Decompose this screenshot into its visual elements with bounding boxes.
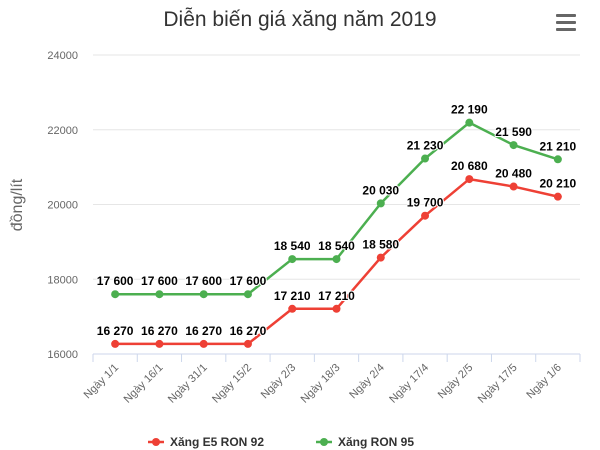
chart-title: Diễn biến giá xăng năm 2019 (163, 8, 436, 31)
data-label: 17 210 (274, 289, 311, 303)
y-tick-label: 24000 (47, 50, 78, 62)
data-label: 20 480 (495, 167, 532, 181)
data-point[interactable] (332, 304, 341, 313)
hamburger-menu-icon (556, 14, 576, 31)
data-label: 18 540 (274, 239, 311, 253)
data-point[interactable] (243, 339, 252, 348)
data-point[interactable] (553, 155, 562, 164)
data-point[interactable] (376, 199, 385, 208)
y-tick-label: 20000 (47, 200, 78, 212)
data-label: 20 680 (451, 159, 488, 173)
data-point[interactable] (465, 175, 474, 184)
data-point[interactable] (199, 290, 208, 299)
data-point[interactable] (111, 339, 120, 348)
data-point[interactable] (199, 339, 208, 348)
x-tick-label: Ngày 18/3 (299, 362, 343, 406)
data-point[interactable] (509, 182, 518, 191)
data-point[interactable] (288, 255, 297, 264)
legend-label: Xăng E5 RON 92 (170, 435, 264, 449)
data-point[interactable] (421, 154, 430, 163)
series-line (115, 121, 559, 296)
data-label: 17 600 (185, 274, 222, 288)
data-point[interactable] (376, 253, 385, 262)
data-label: 17 600 (141, 274, 178, 288)
data-label: 16 270 (97, 324, 134, 338)
x-tick-label: Ngày 1/1 (82, 362, 122, 402)
data-label: 20 210 (540, 177, 577, 191)
x-tick-label: Ngày 2/4 (347, 362, 387, 402)
y-axis-label: đồng/lít (9, 178, 26, 231)
export-menu-button[interactable] (553, 12, 579, 34)
y-tick-label: 22000 (47, 125, 78, 137)
x-tick-label: Ngày 15/2 (210, 362, 254, 406)
data-point[interactable] (288, 304, 297, 313)
data-label: 21 230 (407, 139, 444, 153)
x-tick-label: Ngày 2/5 (436, 362, 476, 402)
legend-item[interactable]: Xăng E5 RON 92 (148, 435, 264, 449)
x-axis: Ngày 1/1 Ngày 16/1 Ngày 31/1 Ngày 15/2 Ngày … (82, 353, 581, 406)
data-label: 21 590 (495, 125, 532, 139)
data-labels: 16 270 16 270 16 270 16 270 17 210 17 210 18 5… (96, 102, 578, 339)
x-tick-label: Ngày 16/1 (122, 362, 166, 406)
data-point[interactable] (553, 192, 562, 201)
data-label: 17 210 (318, 289, 355, 303)
data-label: 20 030 (362, 183, 399, 197)
y-axis-ticks: 16000 18000 20000 22000 24000 (47, 50, 78, 361)
data-point[interactable] (111, 290, 120, 299)
x-tick-label: Ngày 17/4 (387, 362, 431, 406)
data-point[interactable] (155, 339, 164, 348)
data-label: 16 270 (185, 324, 222, 338)
y-tick-label: 18000 (47, 274, 78, 286)
data-label: 17 600 (97, 274, 134, 288)
data-label: 17 600 (230, 274, 267, 288)
data-point[interactable] (243, 290, 252, 299)
legend-item[interactable]: Xăng RON 95 (316, 435, 414, 449)
series (111, 118, 562, 348)
data-point[interactable] (155, 290, 164, 299)
data-label: 19 700 (407, 196, 444, 210)
data-label: 22 190 (451, 103, 488, 117)
data-label: 21 210 (540, 139, 577, 153)
legend-marker (320, 438, 328, 446)
x-tick-label: Ngày 1/6 (524, 362, 564, 402)
grid-lines (93, 54, 580, 280)
data-label: 16 270 (141, 324, 178, 338)
legend: Xăng E5 RON 92 Xăng RON 95 (148, 435, 414, 449)
data-point[interactable] (421, 211, 430, 220)
data-label: 18 580 (362, 238, 399, 252)
legend-label: Xăng RON 95 (338, 435, 414, 449)
data-label: 16 270 (230, 324, 267, 338)
x-tick-label: Ngày 31/1 (166, 362, 210, 406)
y-tick-label: 16000 (47, 349, 78, 361)
data-point[interactable] (509, 141, 518, 150)
x-tick-label: Ngày 2/3 (259, 362, 299, 402)
data-label: 18 540 (318, 239, 355, 253)
x-tick-label: Ngày 17/5 (476, 362, 520, 406)
legend-marker (152, 438, 160, 446)
data-point[interactable] (465, 118, 474, 127)
data-point[interactable] (332, 255, 341, 264)
